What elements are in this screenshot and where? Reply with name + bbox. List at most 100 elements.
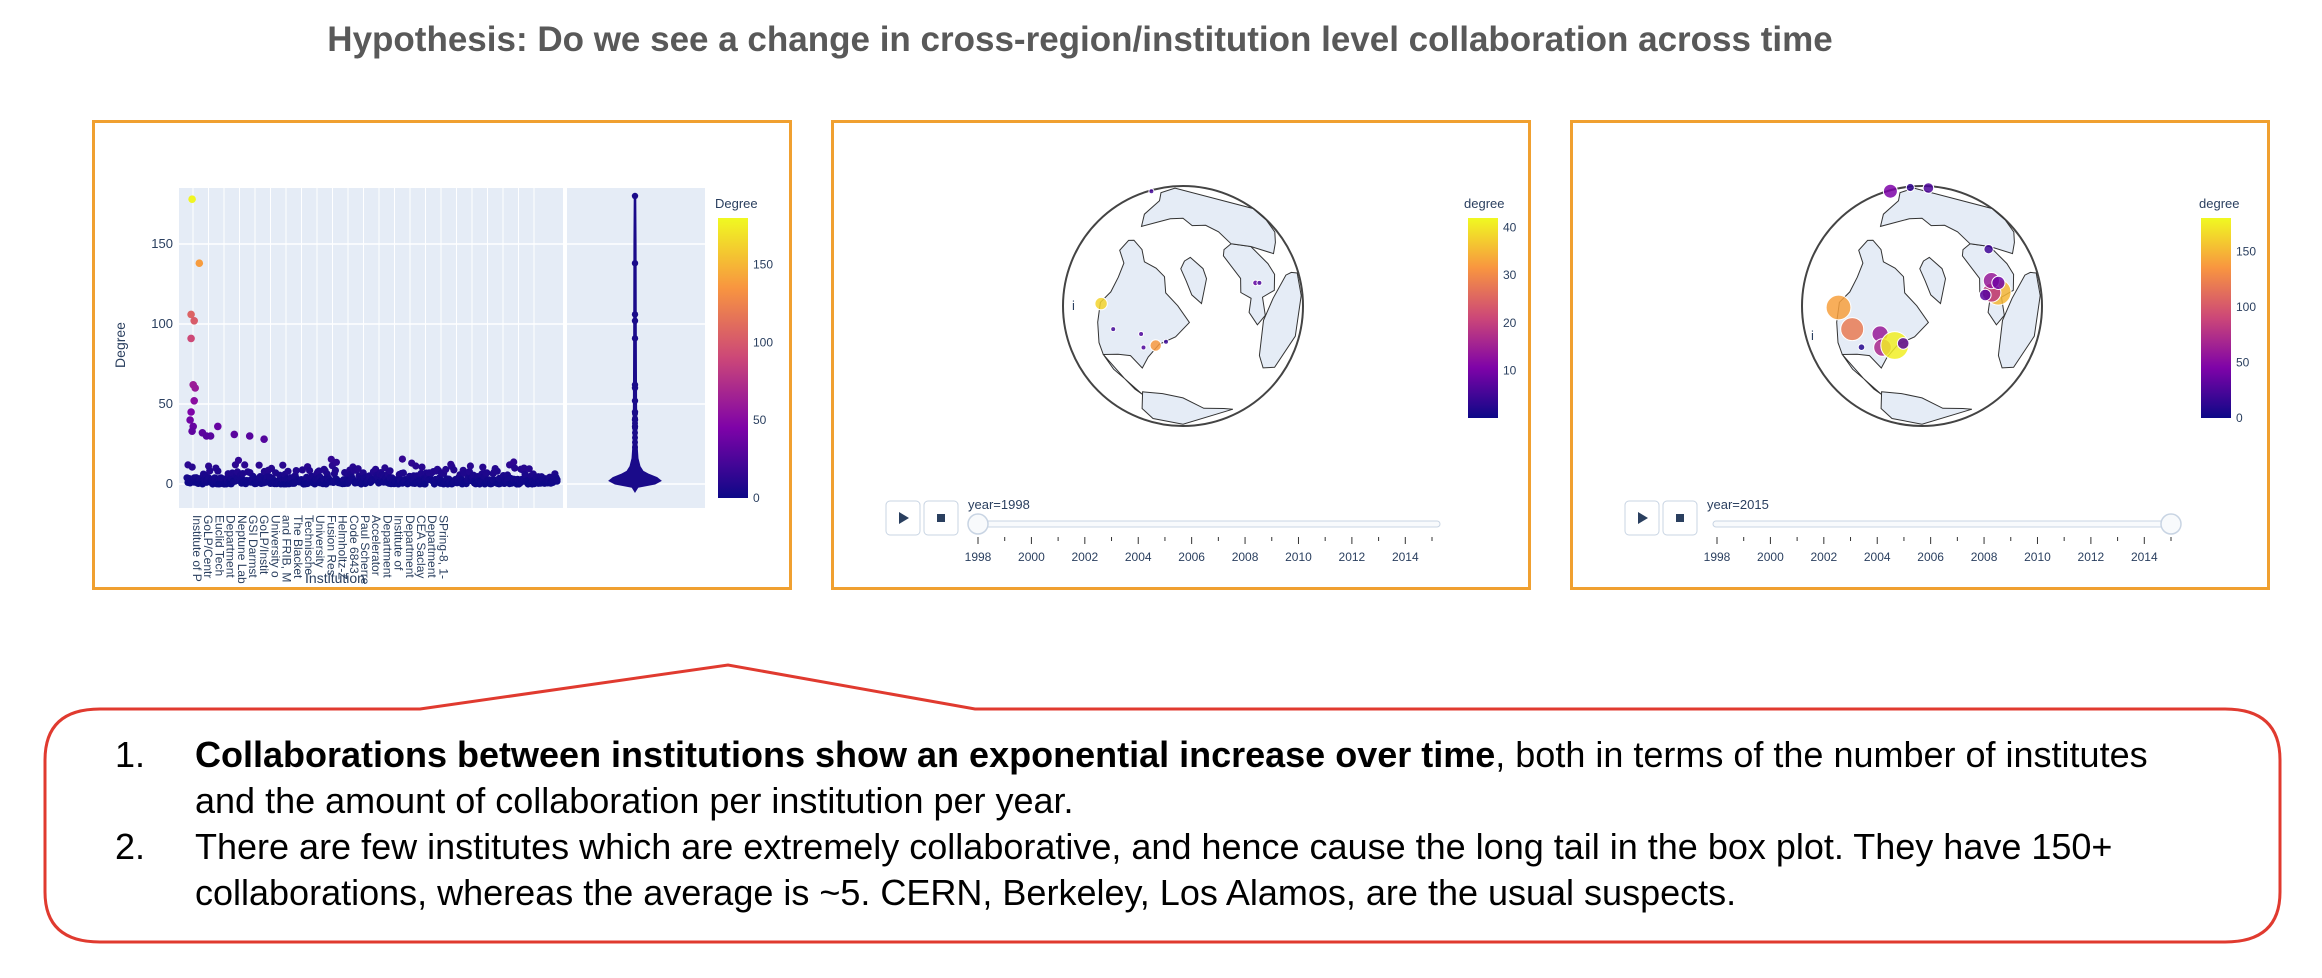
land-masses [1836,187,2041,425]
outlier-point [195,259,204,267]
colorbar [2201,218,2231,418]
colorbar-title: degree [2199,196,2239,211]
x-tick-label: The Blacket [291,515,305,579]
outlier-point [230,430,239,439]
x-tick-label: Institute of [392,515,406,571]
data-point [398,455,406,463]
data-point [511,464,519,472]
violin-point [631,384,639,392]
landmass [1140,187,1276,255]
finding-bold: Collaborations between institutions show… [195,734,1496,775]
globe-1998-chart: i degree 10 20 30 40 year=1998 1998 2000 2002… [885,185,1517,564]
x-tick-label: Euclid Tech [212,515,226,576]
data-point [214,467,222,475]
slider-tick-label: 2000 [1757,550,1784,564]
finding-1: 1. Collaborations between institutions s… [115,732,2195,824]
stop-button[interactable] [1662,500,1698,536]
colorbar-tick-label: 50 [2236,355,2250,369]
colorbar-tick-label: 10 [1503,363,1517,377]
colorbar-tick-label: 100 [2236,300,2256,314]
slider-tick-label: 2012 [1339,550,1366,564]
geo-point [1148,188,1155,195]
slider-label: year=1998 [968,497,1030,512]
colorbar-tick-label: 150 [2236,244,2256,258]
slider-tick-label: 2012 [2078,550,2105,564]
landmass [1097,239,1191,395]
finding-text: There are few institutes which are extre… [195,826,2113,913]
colorbar [718,218,748,498]
y-axis-label: Degree [112,322,128,368]
slider-tick-label: 2008 [1971,550,1998,564]
play-button[interactable] [1624,500,1660,536]
geo-point [1094,296,1108,311]
colorbar-tick-label: 100 [753,335,773,349]
landmass [1997,271,2041,369]
x-tick-label: Helmholtz-Z [336,515,350,580]
colorbar-tick-label: 20 [1503,316,1517,330]
slider-tick-label: 1998 [965,550,992,564]
landmass [1880,391,1973,425]
geo-point [1979,288,1992,302]
y-tick-label: 0 [166,476,173,491]
finding-number: 2. [115,826,146,867]
globe-2015-panel: i degree 0 50 100 150 year=2015 1998 2000 200… [1570,120,2270,590]
landmass [1879,187,2015,255]
data-point [206,467,214,475]
violin-point [632,453,638,460]
x-tick-label: GoLP/Centr [201,515,215,578]
degree-chart: 0 50 100 150 Degree Institute of PGoLP/Cent… [112,188,773,586]
stop-button[interactable] [923,500,959,536]
x-axis-label: Institution [305,570,365,586]
x-tick-label: Neptune Lab [235,515,249,584]
slider-tick-label: 2010 [1285,550,1312,564]
data-point [241,461,249,469]
play-button[interactable] [885,500,921,536]
landmass [1141,391,1234,425]
stop-icon [937,514,945,522]
x-tick-label: University o [268,515,282,578]
geo-point [1905,182,1915,193]
data-point [279,461,287,469]
geo-point [1857,343,1866,351]
data-point [442,465,450,474]
landmass [1836,239,1930,395]
x-tick-label: Department [425,515,439,578]
data-point [298,466,306,474]
landmass [1222,243,1276,326]
x-tick-label: Department [403,515,417,578]
year-slider-handle[interactable] [967,513,989,535]
geo-point [1882,183,1898,199]
data-point [483,469,491,477]
data-point [525,465,533,473]
finding-number: 1. [115,734,146,775]
globe-label: i [1072,298,1075,313]
colorbar-tick-label: 50 [753,413,767,427]
outlier-point [190,397,198,405]
geo-point [1256,279,1263,286]
strip-plot-area [179,188,563,508]
data-point [255,461,263,469]
violin-point [632,420,638,427]
data-point [450,466,458,474]
year-slider-track[interactable] [973,520,1441,528]
slider-tick-label: 2002 [1810,550,1837,564]
y-tick-label: 100 [151,316,173,331]
outlier-point [214,422,222,431]
outlier-point [245,432,254,440]
year-slider-handle[interactable] [2160,513,2182,535]
slider-tick-label: 1998 [1704,550,1731,564]
data-point [331,466,339,474]
data-point [493,467,501,475]
year-slider-track[interactable] [1712,520,2180,528]
x-tick-label: Department [224,515,238,578]
y-tick-label: 150 [151,236,173,251]
globe-label: i [1811,328,1814,343]
violin-point [632,434,638,441]
colorbar-title: degree [1464,196,1504,211]
x-tick-label: Department [380,515,394,578]
geo-point [1138,331,1145,337]
data-point [466,462,474,470]
outlier-point [206,432,215,440]
data-point [284,467,292,475]
outlier-point [190,317,198,325]
